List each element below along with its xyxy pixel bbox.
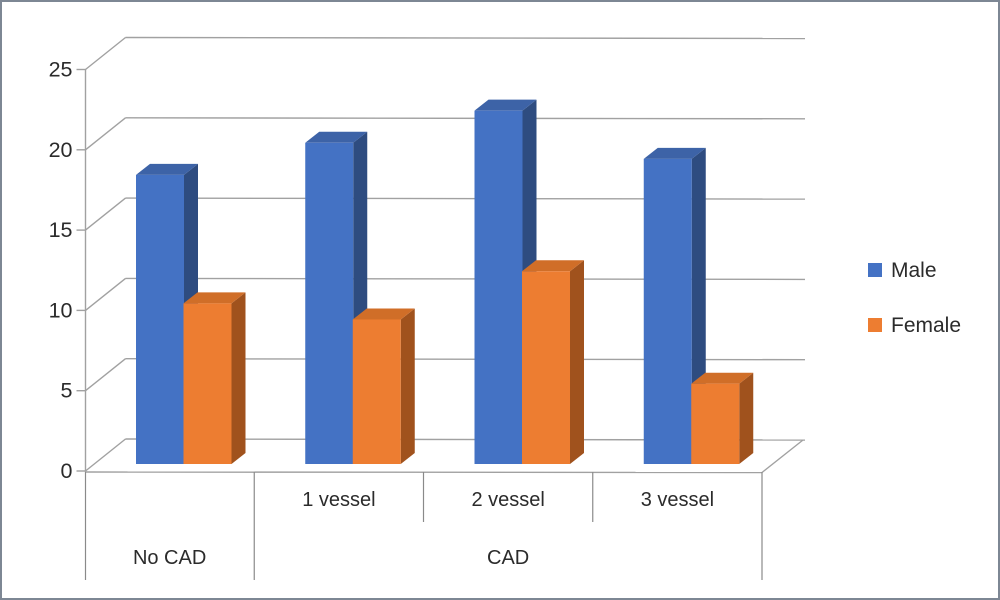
group-label-cad: CAD — [487, 547, 529, 569]
gridline-slant-10 — [85, 277, 126, 311]
bar-female-3-vessel-side — [739, 372, 754, 464]
y-tick-label-5: 5 — [61, 379, 73, 403]
bar-female-2-vessel-top — [522, 260, 584, 272]
bar-female-2-vessel — [522, 271, 570, 464]
gridline-slant-15 — [85, 197, 126, 231]
gridline-slant-25 — [85, 36, 126, 71]
legend-label-female: Female — [891, 314, 961, 337]
category-label-3-vessel: 3 vessel — [641, 489, 714, 511]
gridline-slant-20 — [85, 117, 126, 151]
gridline-back-25 — [125, 36, 806, 40]
bar-male-1-vessel-top — [305, 131, 368, 143]
gridline-slant-0 — [85, 438, 126, 472]
bar-female-1-vessel — [352, 319, 401, 464]
y-tick-label-0: 0 — [61, 459, 73, 483]
bar-female-1-vessel-side — [400, 308, 415, 464]
legend-swatch-male — [868, 263, 882, 277]
gridline-back-20 — [125, 117, 806, 120]
category-label-2-vessel: 2 vessel — [471, 489, 544, 511]
y-tick-label-10: 10 — [49, 298, 73, 322]
bar-male-3-vessel — [643, 158, 692, 465]
y-tick-label-25: 25 — [49, 58, 73, 82]
group-label-no-cad: No CAD — [133, 547, 206, 569]
bar-male-1-vessel — [305, 142, 354, 465]
bar-female-no-cad-top — [183, 292, 246, 304]
bar-female-3-vessel-top — [691, 372, 754, 384]
bar-male-no-cad-top — [136, 163, 198, 175]
y-tick-label-15: 15 — [49, 218, 73, 242]
bar-female-1-vessel-top — [352, 308, 415, 320]
legend-swatch-female — [868, 318, 882, 332]
y-tick-label-20: 20 — [49, 138, 73, 162]
bar-male-3-vessel-top — [643, 147, 706, 159]
bar-female-no-cad-side — [231, 292, 246, 464]
bar-female-no-cad — [183, 303, 232, 464]
bar-male-no-cad — [136, 174, 184, 465]
bar-male-2-vessel — [474, 110, 523, 465]
bar-female-2-vessel-side — [570, 260, 584, 464]
gridline-slant-5 — [85, 358, 126, 392]
legend-label-male: Male — [891, 259, 937, 282]
bar-male-2-vessel-top — [474, 99, 537, 111]
floor-right-edge — [761, 439, 804, 474]
category-label-1-vessel: 1 vessel — [302, 489, 375, 511]
bar-female-3-vessel — [691, 383, 740, 464]
